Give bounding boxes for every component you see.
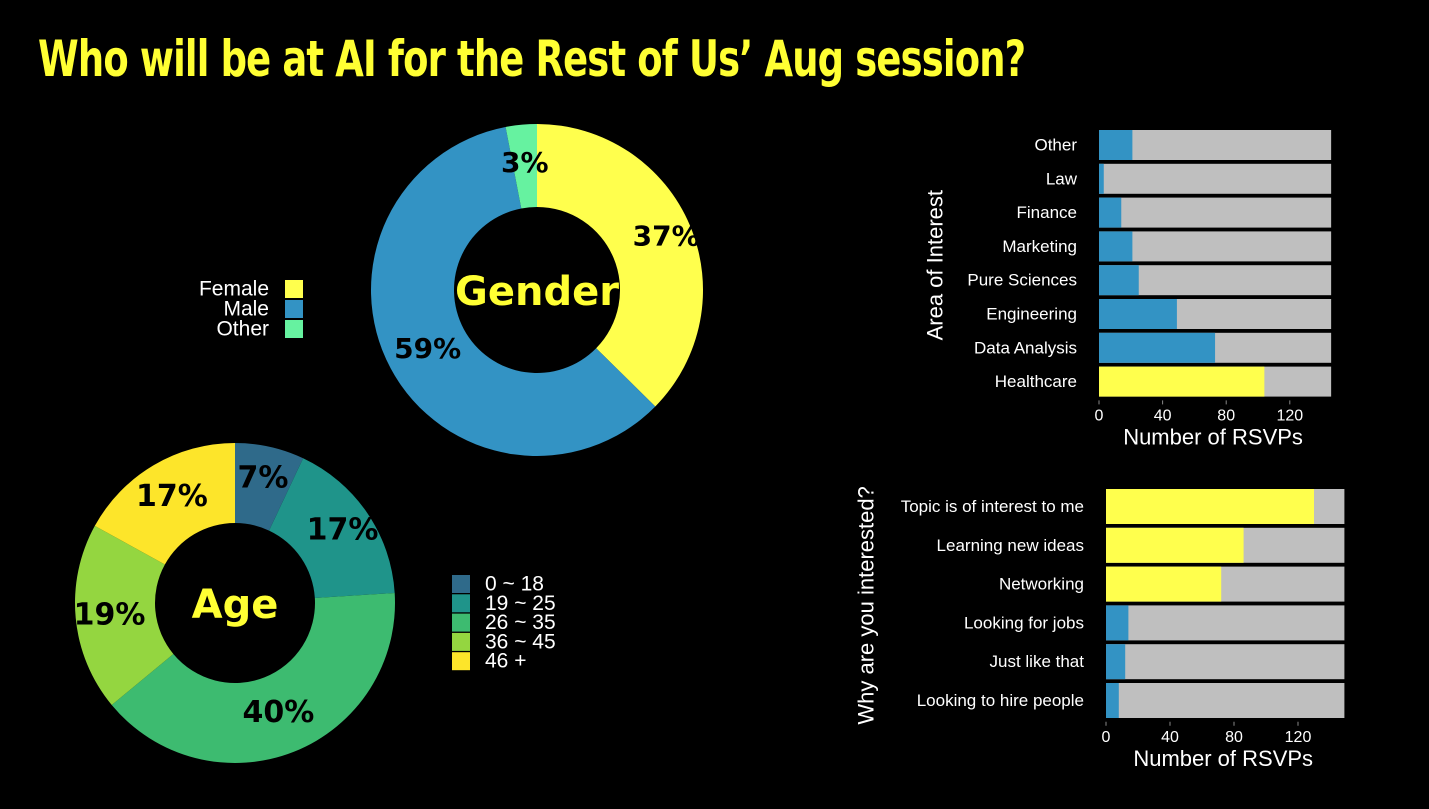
slice-other (505, 124, 537, 209)
slice-label-female: 37% (633, 219, 700, 252)
slice-46 (94, 443, 236, 565)
why-bar-chart: Topic is of interest to me Learning new i… (854, 486, 1345, 771)
legend-label-0-18: 0 ~ 18 (485, 573, 544, 596)
legend-swatch-female (285, 280, 303, 298)
legend-swatch-19-25 (452, 594, 470, 613)
x-tick-120: 120 (1285, 729, 1312, 746)
category-label-just-like-that: Just like that (990, 652, 1085, 671)
legend-swatch-26-35 (452, 613, 470, 632)
bar-marketing (1099, 231, 1133, 262)
x-tick-80: 80 (1225, 729, 1243, 746)
bar-track-other (1099, 130, 1332, 160)
x-axis-title: Number of RSVPs (1133, 746, 1313, 771)
bar-other (1099, 130, 1133, 160)
bar-healthcare (1099, 366, 1265, 397)
legend-label-male: Male (223, 298, 269, 321)
legend-swatch-male (285, 300, 303, 318)
bar-law (1099, 163, 1104, 194)
slice-19-25 (269, 458, 395, 598)
x-tick-0: 0 (1095, 407, 1104, 424)
slice-label-46: 17% (136, 479, 208, 514)
slice-female (537, 124, 703, 407)
legend-label-26-35: 26 ~ 35 (485, 611, 556, 634)
category-label-looking-for-jobs: Looking for jobs (964, 613, 1084, 632)
bar-track-just-like-that (1106, 644, 1345, 680)
slice-male (371, 126, 656, 457)
x-tick-120: 120 (1276, 407, 1303, 424)
bar-pure-sciences (1099, 265, 1139, 296)
bar-networking (1106, 566, 1222, 602)
slice-label-19-25: 17% (307, 512, 379, 547)
bar-data-analysis (1099, 332, 1216, 363)
page-title: Who will be at AI for the Rest of Us’ Au… (38, 30, 1026, 88)
slice-label-male: 59% (394, 332, 461, 365)
category-label-marketing: Marketing (1002, 237, 1077, 256)
legend-label-other: Other (216, 318, 269, 341)
category-label-finance: Finance (1017, 203, 1077, 222)
slice-label-26-35: 40% (243, 695, 315, 730)
legend-swatch-46 (452, 652, 470, 671)
bar-looking-to-hire-people (1106, 683, 1119, 718)
slice-36-45 (75, 525, 174, 705)
donut-center-title: Age (192, 582, 279, 628)
y-axis-title: Area of Interest (923, 190, 948, 340)
x-tick-40: 40 (1161, 729, 1179, 746)
bar-looking-for-jobs (1106, 605, 1129, 641)
x-tick-80: 80 (1217, 407, 1235, 424)
bar-track-law (1099, 163, 1332, 194)
x-tick-40: 40 (1154, 407, 1172, 424)
bar-track-looking-to-hire-people (1106, 683, 1345, 718)
slice-label-other: 3% (501, 146, 549, 179)
legend-label-36-45: 36 ~ 45 (485, 630, 556, 653)
category-label-topic-is-of-interest-to-me: Topic is of interest to me (901, 497, 1084, 516)
category-label-other: Other (1034, 136, 1077, 155)
legend-label-19-25: 19 ~ 25 (485, 592, 556, 615)
donut-center-title: Gender (455, 269, 619, 315)
x-axis-title: Number of RSVPs (1123, 424, 1303, 449)
slice-0-18 (235, 443, 304, 531)
category-label-learning-new-ideas: Learning new ideas (937, 536, 1084, 555)
slice-label-0-18: 7% (237, 461, 288, 496)
category-label-networking: Networking (999, 575, 1084, 594)
legend-swatch-0-18 (452, 575, 470, 593)
bar-finance (1099, 197, 1122, 228)
category-label-law: Law (1046, 169, 1078, 188)
category-label-healthcare: Healthcare (995, 372, 1077, 391)
x-tick-0: 0 (1102, 729, 1111, 746)
bar-topic-is-of-interest-to-me (1106, 489, 1314, 524)
gender-donut-chart: 37% 59% 3% Gender (371, 124, 703, 457)
legend-swatch-other (285, 320, 303, 338)
legend-swatch-36-45 (452, 632, 470, 651)
bar-learning-new-ideas (1106, 527, 1244, 563)
bar-track-marketing (1099, 231, 1332, 262)
bar-just-like-that (1106, 644, 1126, 680)
category-label-data-analysis: Data Analysis (974, 338, 1077, 357)
legend-label-female: Female (199, 278, 269, 301)
legend-label-46: 46 + (485, 650, 526, 673)
category-label-pure-sciences: Pure Sciences (967, 271, 1077, 290)
slice-label-36-45: 19% (74, 597, 146, 632)
age-donut-chart: 7% 17% 40% 19% 17% Age (74, 443, 395, 763)
bar-engineering (1099, 299, 1177, 329)
bar-track-finance (1099, 197, 1332, 228)
slice-26-35 (111, 592, 395, 763)
bar-track-looking-for-jobs (1106, 605, 1345, 641)
y-axis-title: Why are you interested? (854, 486, 879, 724)
category-label-engineering: Engineering (986, 305, 1077, 324)
category-label-looking-to-hire-people: Looking to hire people (917, 691, 1084, 710)
interest-bar-chart: Other Law Finance Marketing Pure Sciences Eng… (923, 130, 1332, 449)
